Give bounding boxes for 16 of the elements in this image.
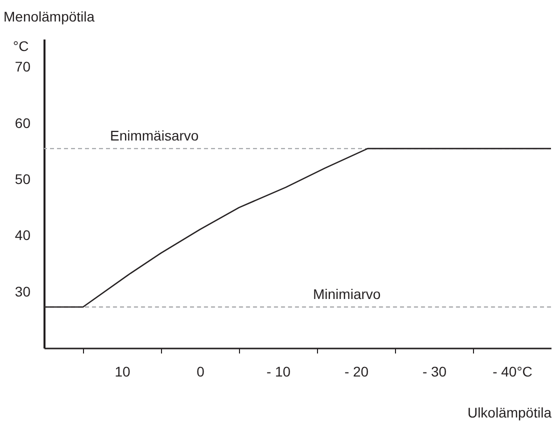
ref-line-label: Minimiarvo [313,286,381,302]
x-tick-label: - 30 [422,364,447,380]
x-tick-label: - 20 [344,364,369,380]
y-tick-label: 40 [14,227,31,244]
x-axis-title: Ulkolämpötila [467,404,552,420]
y-tick-label: 50 [14,170,31,187]
x-tick-label: 0 [196,364,205,380]
x-tick-label: - 10 [266,364,291,380]
text: °C [13,38,29,54]
ref-line-label: Enimmäisarvo [110,128,199,144]
x-tick-label: 10 [114,364,130,380]
x-tick-label: - 40°C [492,364,532,380]
y-tick-label: 70 [14,58,31,75]
y-axis-title: Menolämpötila [4,8,95,24]
y-tick-label: 60 [14,114,31,131]
y-tick-label: 30 [14,283,31,300]
